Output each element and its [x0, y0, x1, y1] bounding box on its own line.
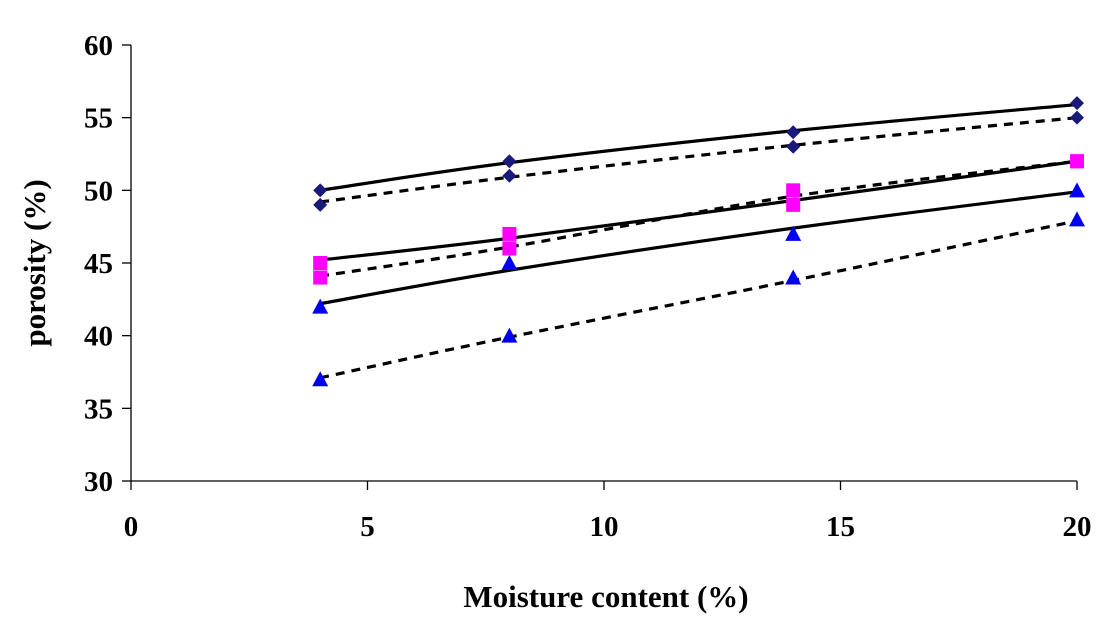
y-tick-label: 35 — [84, 393, 113, 425]
triangle-point — [785, 225, 802, 241]
y-tick-label: 30 — [84, 466, 113, 498]
trend-line-2-dashed — [319, 116, 1078, 204]
diamond-point — [786, 139, 801, 154]
square-point — [786, 183, 801, 198]
diamond-point — [786, 125, 801, 140]
trend-line-5-solid — [319, 190, 1078, 306]
square-point — [1070, 154, 1084, 169]
trend-lines — [319, 102, 1078, 380]
square-point — [502, 226, 517, 241]
diamond-point — [502, 168, 517, 183]
square-point — [502, 241, 517, 256]
tick-labels: 30 35 40 45 50 55 60 0 5 10 15 20 — [84, 30, 1092, 543]
triangle-point — [501, 327, 518, 343]
triangle-point — [785, 269, 802, 285]
trend-line-4-dashed — [319, 159, 1078, 278]
y-tick-label: 55 — [84, 103, 113, 135]
diamond-point — [313, 183, 328, 198]
axes — [122, 44, 1078, 490]
triangle-point — [312, 371, 329, 387]
square-point — [313, 256, 328, 270]
diamond-point — [1070, 96, 1084, 111]
x-tick-label: 10 — [590, 511, 619, 543]
square-point — [786, 197, 801, 212]
y-tick-label: 50 — [84, 175, 113, 207]
x-tick-label: 20 — [1063, 511, 1092, 543]
data-markers — [312, 96, 1085, 387]
diamond-point — [1070, 110, 1084, 125]
triangle-point — [1069, 211, 1085, 227]
triangle-point — [312, 298, 329, 314]
y-tick-label: 40 — [84, 321, 113, 353]
trend-line-6-dashed — [319, 219, 1078, 380]
y-tick-label: 60 — [84, 30, 113, 62]
triangle-point — [501, 255, 518, 270]
square-point — [313, 270, 328, 285]
x-tick-label: 5 — [360, 511, 375, 543]
trend-line-1-solid — [319, 102, 1078, 192]
x-tick-label: 0 — [124, 511, 139, 543]
y-axis-label: porosity (%) — [17, 179, 52, 346]
x-axis-label: Moisture content (%) — [463, 579, 748, 614]
diamond-point — [502, 154, 517, 169]
diamond-point — [313, 197, 328, 212]
y-tick-label: 45 — [84, 248, 113, 280]
triangle-point — [1069, 182, 1085, 198]
x-tick-label: 15 — [826, 511, 855, 543]
